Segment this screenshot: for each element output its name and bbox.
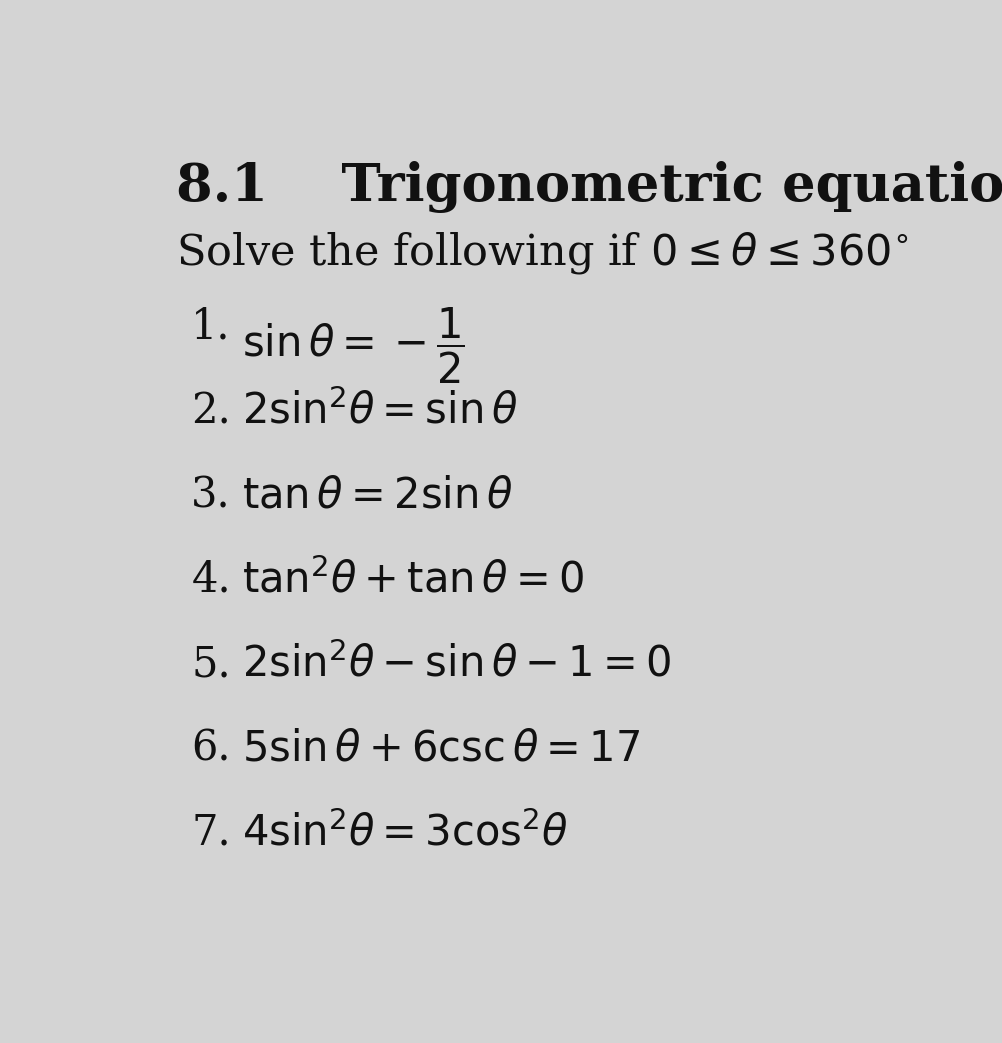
Text: $4\sin^2\!\theta = 3\cos^2\!\theta$: $4\sin^2\!\theta = 3\cos^2\!\theta$ xyxy=(241,811,568,854)
Text: 3.: 3. xyxy=(191,475,230,516)
Text: $\tan^2\!\theta + \tan\theta = 0$: $\tan^2\!\theta + \tan\theta = 0$ xyxy=(241,559,584,602)
Text: 6.: 6. xyxy=(191,728,230,770)
Text: $\sin\theta = -\dfrac{1}{2}$: $\sin\theta = -\dfrac{1}{2}$ xyxy=(241,306,464,386)
Text: $2\sin^2\!\theta = \sin\theta$: $2\sin^2\!\theta = \sin\theta$ xyxy=(241,390,518,433)
Text: 8.1    Trigonometric equations: 8.1 Trigonometric equations xyxy=(175,162,1002,214)
Text: 4.: 4. xyxy=(191,559,230,601)
Text: Solve the following if $0 \leq \theta \leq 360^{\circ}$: Solve the following if $0 \leq \theta \l… xyxy=(175,229,908,275)
Text: $2\sin^2\!\theta - \sin\theta - 1 = 0$: $2\sin^2\!\theta - \sin\theta - 1 = 0$ xyxy=(241,644,670,685)
Text: 1.: 1. xyxy=(191,306,230,348)
Text: $\tan\theta = 2\sin\theta$: $\tan\theta = 2\sin\theta$ xyxy=(241,475,513,516)
Text: 2.: 2. xyxy=(191,390,231,432)
Text: $5\sin\theta + 6\csc\theta = 17$: $5\sin\theta + 6\csc\theta = 17$ xyxy=(241,728,640,770)
Text: 7.: 7. xyxy=(191,811,230,854)
Text: 5.: 5. xyxy=(191,644,230,685)
